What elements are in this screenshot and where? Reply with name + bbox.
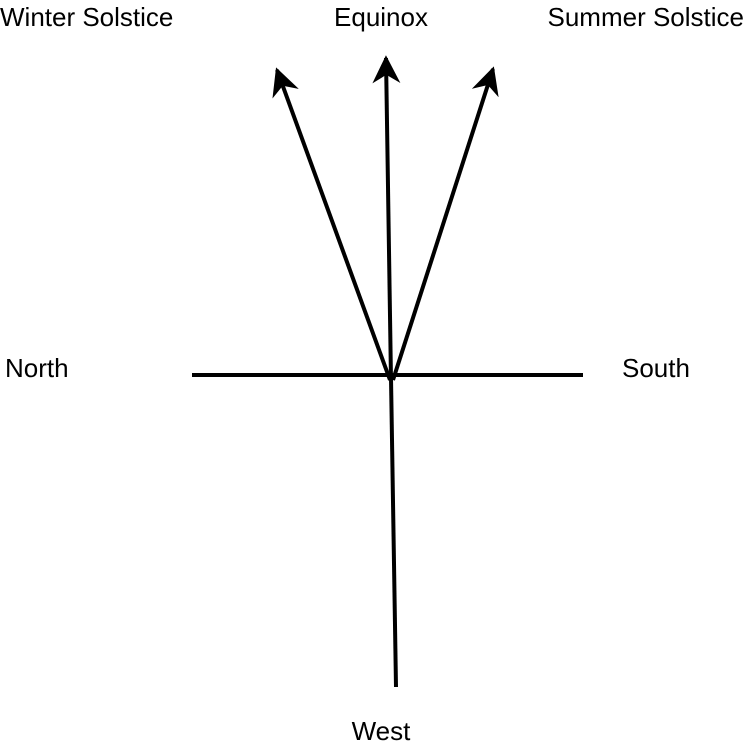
north-label: North [5, 353, 69, 383]
summer-solstice-label: Summer Solstice [548, 2, 744, 32]
winter-solstice-label: Winter Solstice [0, 2, 173, 32]
equinox-label: Equinox [334, 2, 428, 32]
west-label: West [352, 716, 412, 746]
west-line [389, 377, 398, 688]
equinox-arrow [372, 55, 401, 381]
summer-solstice-arrow [391, 66, 499, 381]
winter-solstice-arrow [272, 67, 392, 381]
south-label: South [622, 353, 690, 383]
